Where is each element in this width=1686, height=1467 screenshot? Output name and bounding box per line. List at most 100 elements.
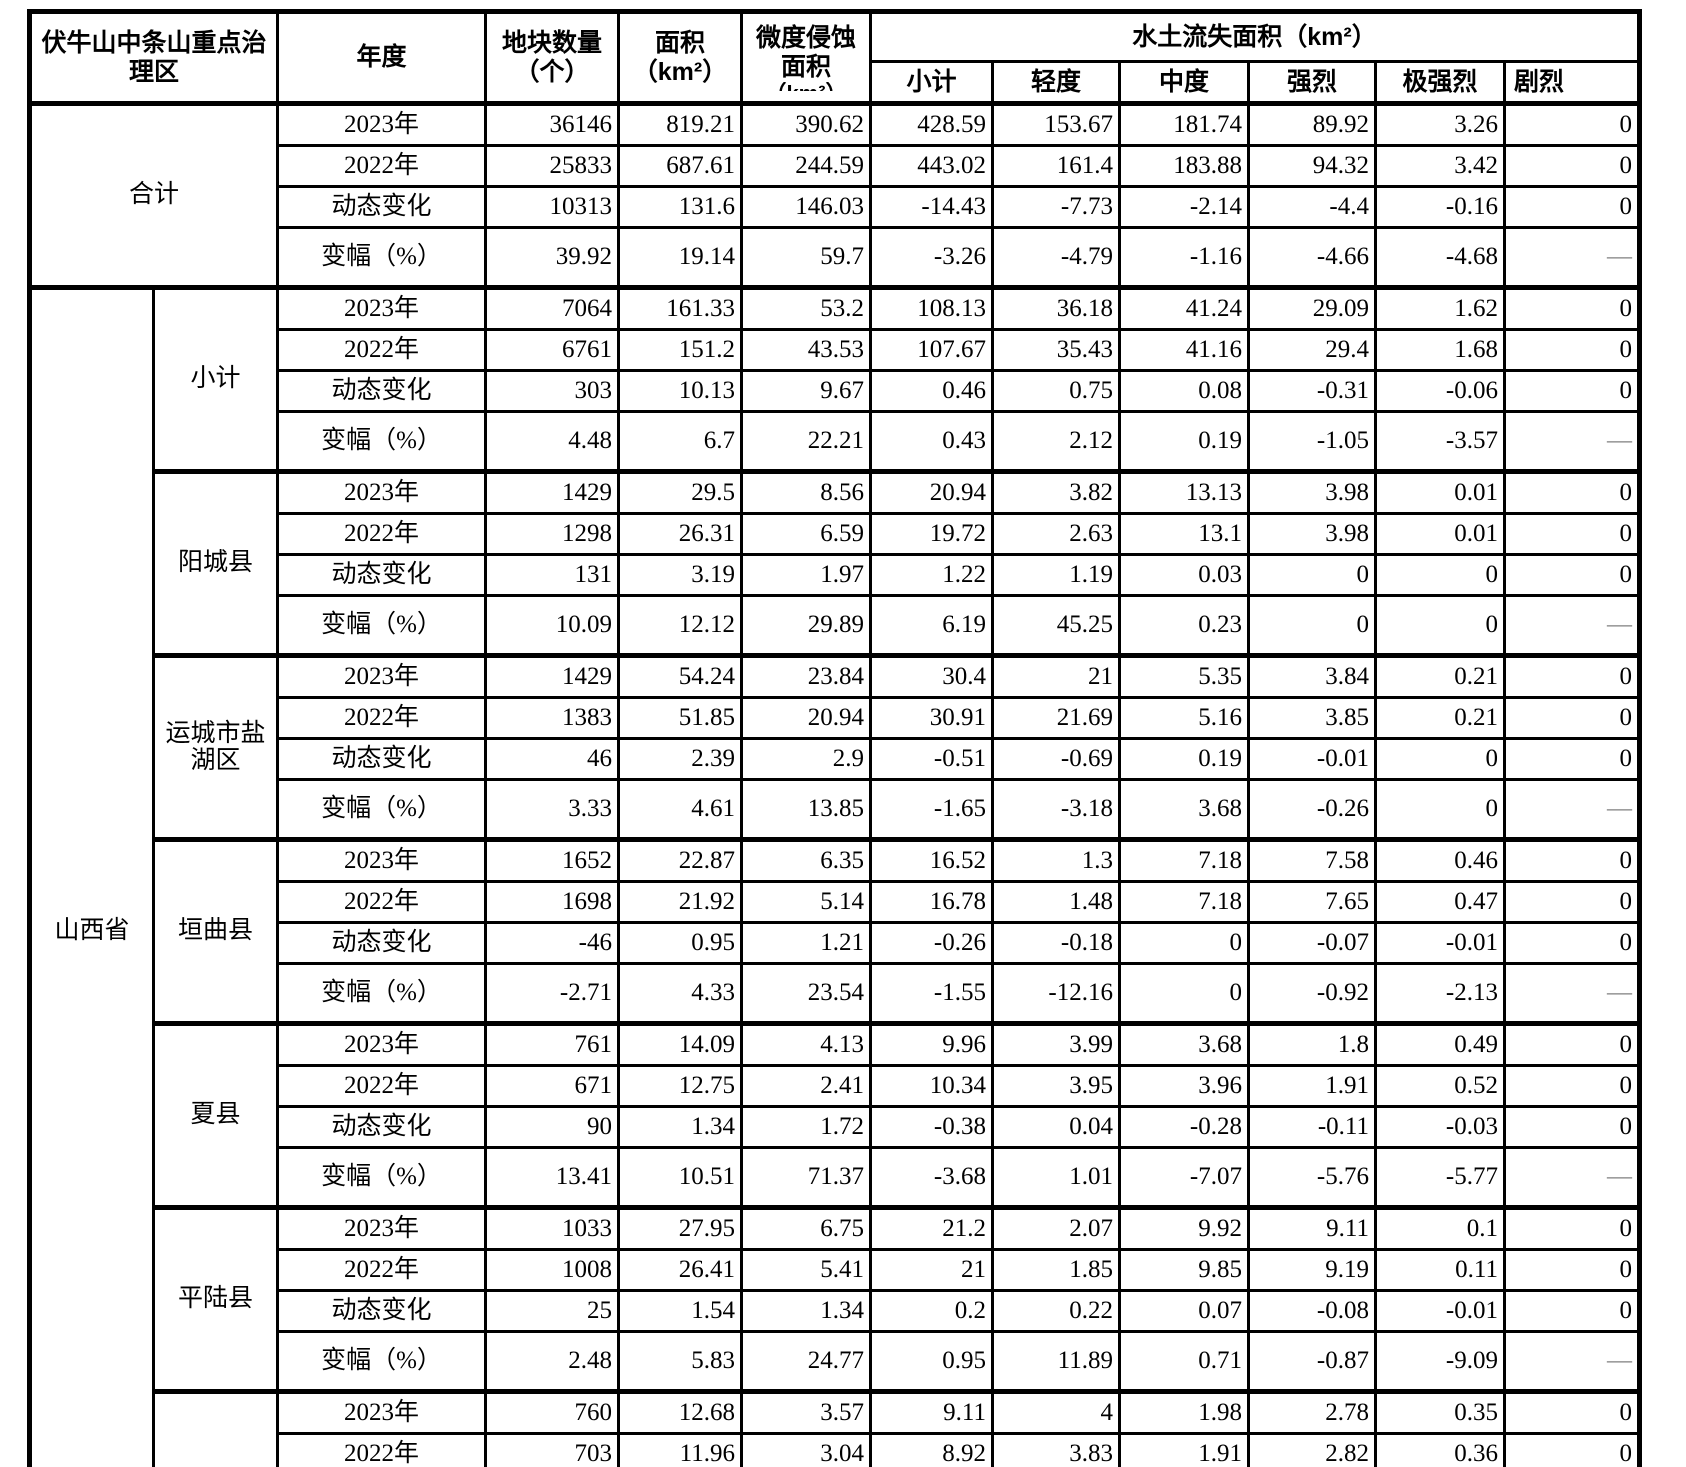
value-cell: 1.62 xyxy=(1374,285,1506,331)
value-cell: 9.67 xyxy=(740,369,872,413)
value-cell: 2.78 xyxy=(1247,1389,1377,1435)
year-cell: 2022年 xyxy=(276,144,487,188)
value-cell: 11.89 xyxy=(991,1330,1121,1393)
value-cell: 2.12 xyxy=(991,410,1121,473)
value-cell: 6.59 xyxy=(740,512,872,556)
year-cell: 动态变化 xyxy=(276,737,487,781)
value-cell: 3.99 xyxy=(991,1021,1121,1067)
value-cell: 41.24 xyxy=(1118,285,1250,331)
value-cell: 25 xyxy=(484,1289,620,1333)
value-cell: 29.89 xyxy=(740,594,872,657)
value-cell: 0.19 xyxy=(1118,737,1250,781)
value-cell: 671 xyxy=(484,1064,620,1108)
value-cell: 1.85 xyxy=(991,1248,1121,1292)
value-cell: 19.14 xyxy=(617,226,743,289)
value-cell: -2.71 xyxy=(484,962,620,1025)
value-cell: 687.61 xyxy=(617,144,743,188)
value-cell: 0.95 xyxy=(869,1330,994,1393)
value-cell: 0.46 xyxy=(1374,837,1506,883)
value-cell: 16.52 xyxy=(869,837,994,883)
value-cell: — xyxy=(1503,962,1641,1025)
value-cell: -0.51 xyxy=(869,737,994,781)
value-cell: 0.52 xyxy=(1374,1064,1506,1108)
value-cell: 0.08 xyxy=(1118,369,1250,413)
value-cell: 35.43 xyxy=(991,328,1121,372)
year-header: 年度 xyxy=(276,10,487,105)
value-cell: 0.75 xyxy=(991,369,1121,413)
value-cell: 29.09 xyxy=(1247,285,1377,331)
value-cell: 3.95 xyxy=(991,1064,1121,1108)
year-cell: 变幅（%） xyxy=(276,962,487,1025)
value-cell: -5.76 xyxy=(1247,1146,1377,1209)
table-row: 夏县 2023年 761 14.09 4.13 9.96 3.99 3.68 1.8 0.49 0 xyxy=(30,1021,1641,1209)
value-cell: 0 xyxy=(1503,1432,1641,1467)
value-cell: 10.34 xyxy=(869,1064,994,1108)
value-cell: -0.26 xyxy=(1247,778,1377,841)
value-cell: 760 xyxy=(484,1389,620,1435)
value-cell: 2.9 xyxy=(740,737,872,781)
value-cell: 1652 xyxy=(484,837,620,883)
value-cell: 9.11 xyxy=(1247,1205,1377,1251)
value-cell: -0.07 xyxy=(1247,921,1377,965)
value-cell: 3.85 xyxy=(1247,696,1377,740)
value-cell: 0.47 xyxy=(1374,880,1506,924)
value-cell: 0.35 xyxy=(1374,1389,1506,1435)
area-header-line1: 面积 xyxy=(654,28,705,57)
erosion-statistics-table: 伏牛山中条山重点治理区 年度 地块数量 （个） 面积 （km²） 微度侵蚀 面积… xyxy=(27,9,1642,1467)
value-cell: -14.43 xyxy=(869,185,994,229)
area-header-line2: （km²） xyxy=(632,57,728,86)
value-cell: 39.92 xyxy=(484,226,620,289)
value-cell: 16.78 xyxy=(869,880,994,924)
value-cell: 9.85 xyxy=(1118,1248,1250,1292)
value-cell: -3.57 xyxy=(1374,410,1506,473)
table-row: 动态变化 46 2.39 2.9 -0.51 -0.69 0.19 -0.01 0 0 xyxy=(30,737,1641,781)
year-cell: 动态变化 xyxy=(276,1289,487,1333)
value-cell: 183.88 xyxy=(1118,144,1250,188)
value-cell: 21 xyxy=(991,653,1121,699)
value-cell: 29.4 xyxy=(1247,328,1377,372)
value-cell: -46 xyxy=(484,921,620,965)
value-cell: -0.18 xyxy=(991,921,1121,965)
year-cell: 变幅（%） xyxy=(276,226,487,289)
value-cell: 9.19 xyxy=(1247,1248,1377,1292)
value-cell: 36.18 xyxy=(991,285,1121,331)
value-cell: 1.3 xyxy=(991,837,1121,883)
loss-sub-header-2: 轻度 xyxy=(991,60,1121,106)
region-cell: 小计 xyxy=(152,285,279,473)
value-cell: — xyxy=(1503,1146,1641,1209)
value-cell: 4 xyxy=(991,1389,1121,1435)
value-cell: 24.77 xyxy=(740,1330,872,1393)
value-cell: -12.16 xyxy=(991,962,1121,1025)
value-cell: 0.01 xyxy=(1374,469,1506,515)
year-cell: 2023年 xyxy=(276,285,487,331)
value-cell: 0.2 xyxy=(869,1289,994,1333)
plots-header-line2: （个） xyxy=(514,57,590,86)
value-cell: 1.72 xyxy=(740,1105,872,1149)
value-cell: -0.87 xyxy=(1247,1330,1377,1393)
value-cell: 761 xyxy=(484,1021,620,1067)
value-cell: 46 xyxy=(484,737,620,781)
value-cell: 1.54 xyxy=(617,1289,743,1333)
table-row: 变幅（%） 39.92 19.14 59.7 -3.26 -4.79 -1.16 -4.66-… xyxy=(30,226,1641,289)
loss-sub-header-3: 中度 xyxy=(1118,60,1250,106)
value-cell: 2.39 xyxy=(617,737,743,781)
value-cell: 0 xyxy=(1503,921,1641,965)
value-cell: 2.07 xyxy=(991,1205,1121,1251)
value-cell: 9.96 xyxy=(869,1021,994,1067)
year-cell: 动态变化 xyxy=(276,185,487,229)
value-cell: 7.18 xyxy=(1118,880,1250,924)
value-cell: 1.22 xyxy=(869,553,994,597)
value-cell: -0.01 xyxy=(1374,1289,1506,1333)
value-cell: 59.7 xyxy=(740,226,872,289)
value-cell: 13.1 xyxy=(1118,512,1250,556)
value-cell: 23.54 xyxy=(740,962,872,1025)
value-cell: 1.19 xyxy=(991,553,1121,597)
table-row: 2022年 671 12.75 2.41 10.34 3.95 3.96 1.91 0.52 0 xyxy=(30,1064,1641,1108)
slight-header-line2: 面积 xyxy=(780,53,831,81)
value-cell: 13.85 xyxy=(740,778,872,841)
table-row: 2022年 1298 26.31 6.59 19.72 2.63 13.1 3.98 0.01 0 xyxy=(30,512,1641,556)
value-cell: 1.48 xyxy=(991,880,1121,924)
value-cell: 9.11 xyxy=(869,1389,994,1435)
value-cell: 303 xyxy=(484,369,620,413)
